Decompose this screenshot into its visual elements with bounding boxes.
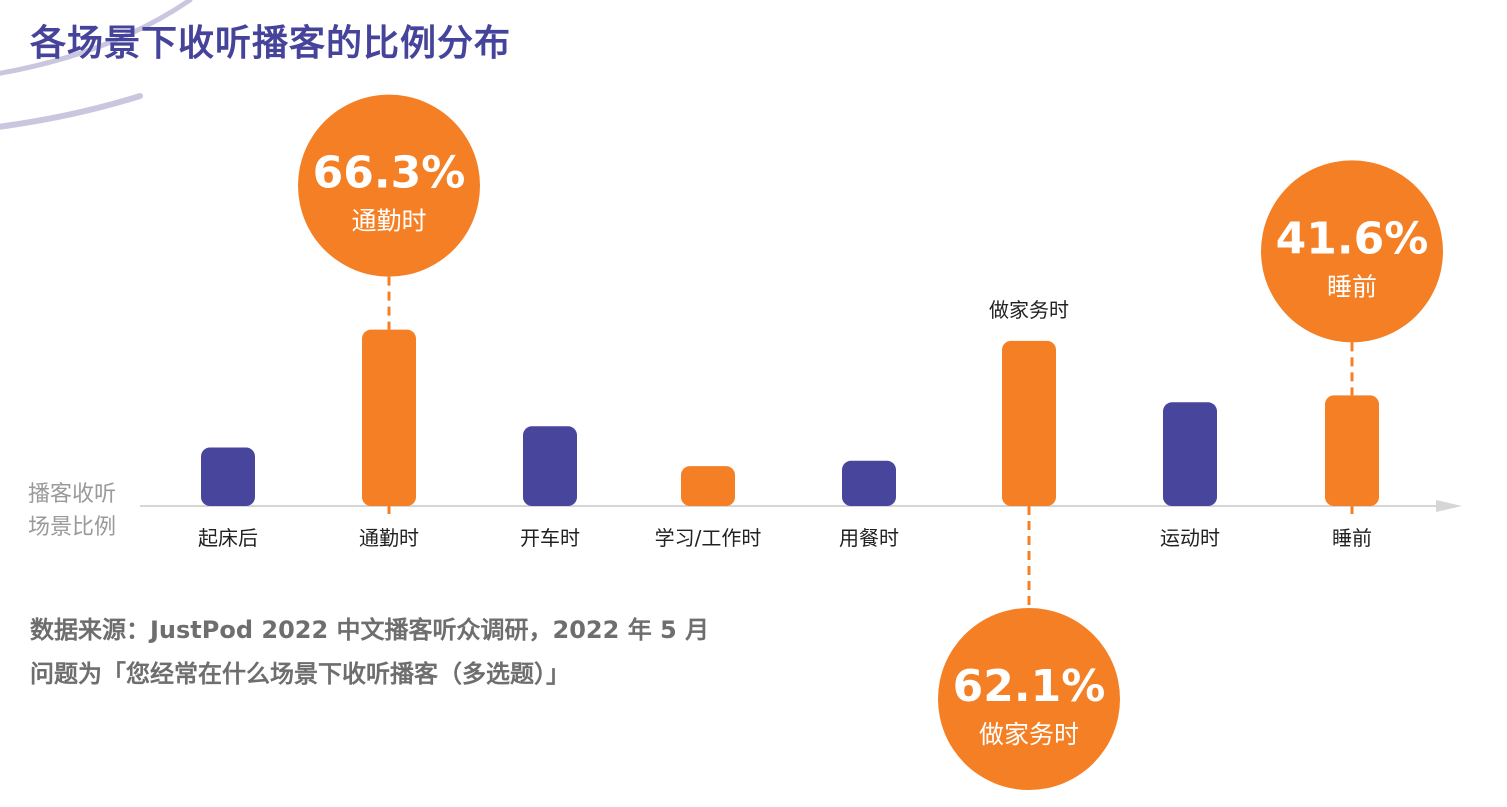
category-label: 起床后 <box>198 526 258 550</box>
callout-value: 62.1% <box>953 661 1106 712</box>
bar <box>1002 340 1056 506</box>
callout-circle <box>298 94 480 277</box>
category-label: 学习/工作时 <box>655 526 762 550</box>
x-axis <box>140 500 1462 512</box>
y-axis-label-line: 场景比例 <box>28 515 117 540</box>
page-title: 各场景下收听播客的比例分布 <box>30 23 512 64</box>
category-label: 用餐时 <box>839 526 899 550</box>
bar <box>842 460 896 506</box>
bar <box>1163 402 1217 506</box>
callout-name: 睡前 <box>1327 272 1377 301</box>
callout-value: 66.3% <box>313 148 466 199</box>
callouts: 66.3% 通勤时 62.1% 做家务时 41.6% 睡前 <box>298 94 1443 790</box>
bar <box>681 466 735 506</box>
category-label: 做家务时 <box>989 298 1069 322</box>
category-label: 开车时 <box>520 526 580 550</box>
callout-circle <box>1261 160 1443 343</box>
bar <box>1325 395 1379 506</box>
decorative-arc-top <box>0 0 193 76</box>
callout-circle <box>938 608 1120 790</box>
y-axis-label-line: 播客收听 <box>28 482 117 507</box>
leader-lines <box>387 276 1354 608</box>
bar <box>362 329 416 506</box>
callout-name: 通勤时 <box>351 207 426 236</box>
decorative-arcs <box>0 0 193 130</box>
callout-bubble: 62.1% 做家务时 <box>938 608 1120 790</box>
decorative-arc-bottom <box>0 93 143 130</box>
callout-name: 做家务时 <box>979 720 1079 749</box>
bar <box>201 447 255 506</box>
category-label: 运动时 <box>1160 526 1220 550</box>
bars <box>201 329 1379 506</box>
y-axis-label: 播客收听 场景比例 <box>28 478 138 544</box>
source-line: 数据来源：JustPod 2022 中文播客听众调研，2022 年 5 月 <box>30 616 710 644</box>
x-axis-arrow-icon <box>1436 500 1462 512</box>
category-label: 通勤时 <box>359 526 419 550</box>
callout-bubble: 41.6% 睡前 <box>1261 160 1443 343</box>
callout-bubble: 66.3% 通勤时 <box>298 94 480 277</box>
question-line: 问题为「您经常在什么场景下收听播客（多选题）」 <box>30 660 570 688</box>
source-note: 数据来源：JustPod 2022 中文播客听众调研，2022 年 5 月 问题… <box>30 608 709 696</box>
bar <box>523 426 577 506</box>
callout-value: 41.6% <box>1276 213 1429 264</box>
category-label: 睡前 <box>1332 526 1372 550</box>
